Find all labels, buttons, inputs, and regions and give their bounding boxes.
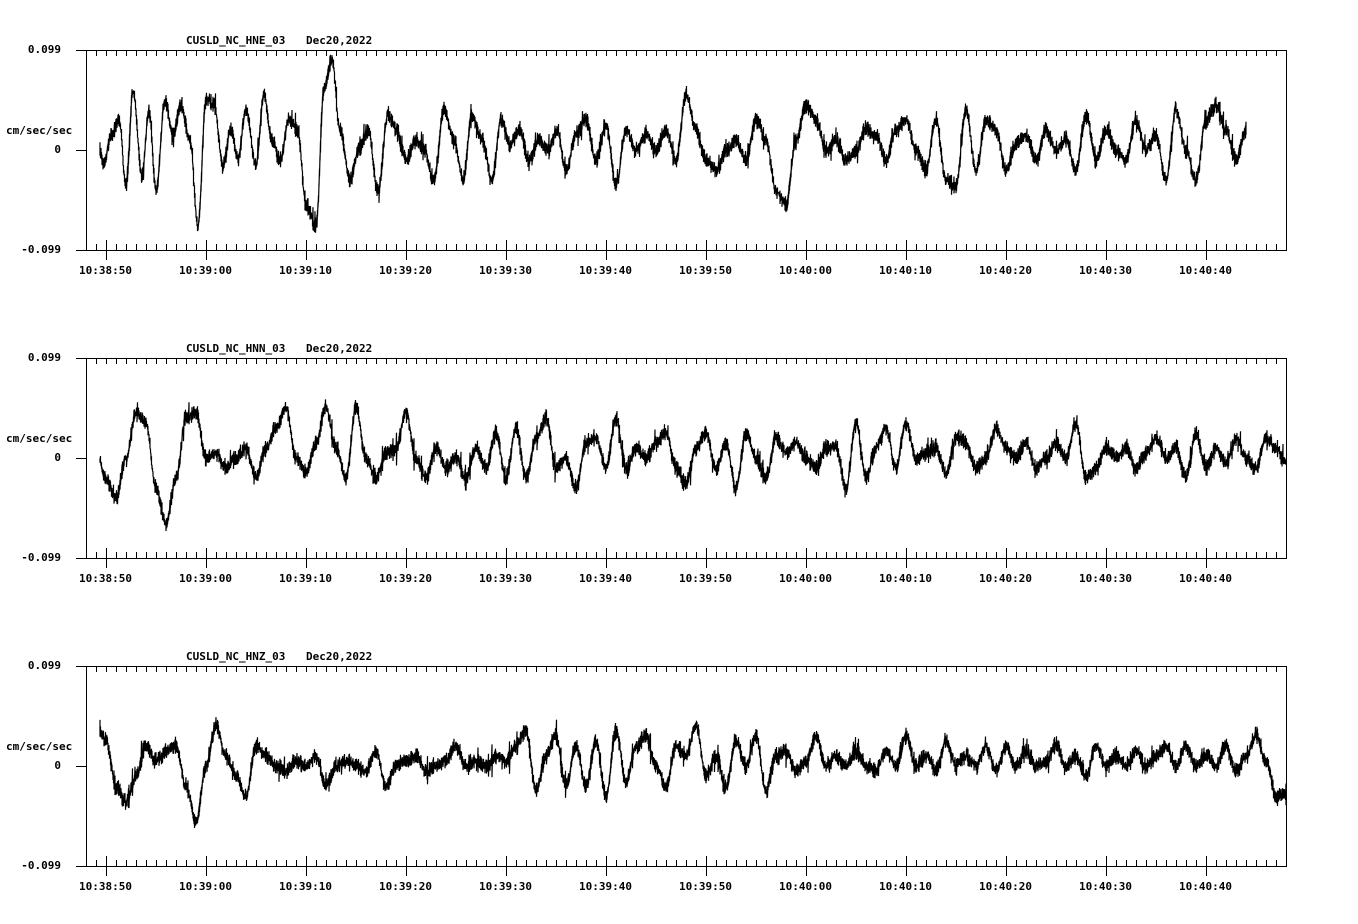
x-tick-label: 10:39:50 bbox=[679, 572, 732, 585]
waveform-trace bbox=[99, 54, 1247, 233]
x-tick-label: 10:40:20 bbox=[979, 880, 1032, 893]
x-tick-label: 10:39:50 bbox=[679, 880, 732, 893]
y-axis-label: cm/sec/sec bbox=[6, 124, 73, 137]
panel-title: CUSLD_NC_HNZ_03 bbox=[186, 650, 286, 663]
x-tick-label: 10:39:30 bbox=[479, 880, 532, 893]
x-tick-label: 10:39:40 bbox=[579, 264, 632, 277]
x-tick-label: 10:39:10 bbox=[279, 572, 332, 585]
y-min-label: -0.099 bbox=[21, 551, 61, 564]
x-tick-label: 10:40:30 bbox=[1079, 264, 1132, 277]
x-tick-label: 10:38:50 bbox=[79, 880, 132, 893]
panel-date: Dec20,2022 bbox=[306, 342, 373, 355]
x-tick-label: 10:40:00 bbox=[779, 264, 832, 277]
x-tick-label: 10:39:50 bbox=[679, 264, 732, 277]
y-axis-label: cm/sec/sec bbox=[6, 740, 73, 753]
x-tick-label: 10:39:00 bbox=[179, 880, 232, 893]
panel-hnz bbox=[76, 666, 1287, 876]
y-zero-label: 0 bbox=[54, 143, 61, 156]
x-tick-label: 10:39:20 bbox=[379, 880, 432, 893]
y-zero-label: 0 bbox=[54, 451, 61, 464]
y-max-label: 0.099 bbox=[27, 43, 61, 56]
y-max-label: 0.099 bbox=[27, 351, 61, 364]
x-tick-label: 10:40:00 bbox=[779, 880, 832, 893]
x-tick-label: 10:39:00 bbox=[179, 572, 232, 585]
panel-date: Dec20,2022 bbox=[306, 34, 373, 47]
x-tick-label: 10:40:40 bbox=[1179, 264, 1232, 277]
x-tick-label: 10:39:30 bbox=[479, 264, 532, 277]
plot-frame bbox=[86, 50, 1287, 251]
x-tick-label: 10:40:20 bbox=[979, 264, 1032, 277]
plot-frame bbox=[86, 358, 1287, 559]
x-tick-label: 10:40:10 bbox=[879, 264, 932, 277]
y-zero-label: 0 bbox=[54, 759, 61, 772]
x-tick-label: 10:40:30 bbox=[1079, 572, 1132, 585]
y-axis-label: cm/sec/sec bbox=[6, 432, 73, 445]
panel-hnn bbox=[76, 358, 1287, 568]
x-tick-label: 10:40:10 bbox=[879, 880, 932, 893]
x-tick-label: 10:39:20 bbox=[379, 572, 432, 585]
panel-title: CUSLD_NC_HNE_03 bbox=[186, 34, 286, 47]
panel-date: Dec20,2022 bbox=[306, 650, 373, 663]
waveform-trace bbox=[99, 399, 1287, 532]
x-tick-label: 10:39:40 bbox=[579, 572, 632, 585]
panel-hne bbox=[76, 50, 1287, 260]
panel-title: CUSLD_NC_HNN_03 bbox=[186, 342, 286, 355]
waveform-trace bbox=[99, 717, 1287, 829]
x-tick-label: 10:39:40 bbox=[579, 880, 632, 893]
x-tick-label: 10:39:20 bbox=[379, 264, 432, 277]
y-min-label: -0.099 bbox=[21, 243, 61, 256]
x-tick-label: 10:39:30 bbox=[479, 572, 532, 585]
x-tick-label: 10:38:50 bbox=[79, 264, 132, 277]
x-tick-label: 10:39:00 bbox=[179, 264, 232, 277]
x-tick-label: 10:40:30 bbox=[1079, 880, 1132, 893]
x-tick-label: 10:40:10 bbox=[879, 572, 932, 585]
x-tick-label: 10:40:40 bbox=[1179, 572, 1232, 585]
y-max-label: 0.099 bbox=[27, 659, 61, 672]
x-tick-label: 10:38:50 bbox=[79, 572, 132, 585]
x-tick-label: 10:40:00 bbox=[779, 572, 832, 585]
y-min-label: -0.099 bbox=[21, 859, 61, 872]
x-tick-label: 10:40:20 bbox=[979, 572, 1032, 585]
x-tick-label: 10:40:40 bbox=[1179, 880, 1232, 893]
x-tick-label: 10:39:10 bbox=[279, 264, 332, 277]
x-tick-label: 10:39:10 bbox=[279, 880, 332, 893]
